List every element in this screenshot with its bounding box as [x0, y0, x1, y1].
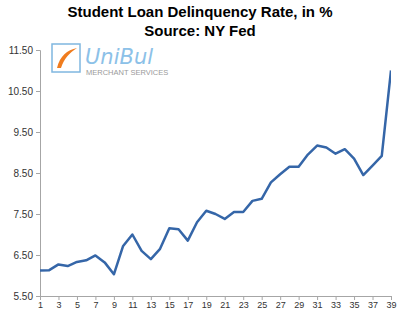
- x-tick: 39: [386, 296, 396, 310]
- x-tick-mark: [373, 296, 374, 300]
- y-tick: 8.50: [14, 168, 40, 179]
- y-tick-label: 7.50: [14, 209, 34, 220]
- x-tick-mark: [262, 296, 263, 300]
- x-tick: 13: [146, 296, 156, 310]
- x-tick-label: 29: [294, 300, 304, 310]
- x-tick: 37: [368, 296, 378, 310]
- x-axis: 13579111315171921232527293133353739: [38, 296, 397, 310]
- y-tick: 11.50: [9, 45, 40, 56]
- x-tick-label: 9: [112, 300, 117, 310]
- x-tick-mark: [58, 296, 59, 300]
- x-tick: 9: [112, 296, 117, 310]
- x-tick-mark: [151, 296, 152, 300]
- y-tick-label: 10.50: [8, 86, 33, 97]
- logo-box: [52, 44, 80, 72]
- x-tick: 29: [294, 296, 304, 310]
- x-tick-label: 25: [257, 300, 267, 310]
- x-tick-label: 1: [38, 300, 43, 310]
- y-tick-mark: [36, 255, 40, 256]
- x-tick-label: 11: [128, 300, 137, 310]
- x-tick-label: 27: [276, 300, 286, 310]
- x-tick-mark: [391, 296, 392, 300]
- y-tick-label: 5.50: [14, 291, 34, 302]
- x-tick-mark: [336, 296, 337, 300]
- y-axis-line: [36, 51, 41, 297]
- x-tick-label: 17: [183, 300, 193, 310]
- x-tick: 31: [313, 296, 323, 310]
- logo-tagline: MERCHANT SERVICES: [86, 68, 168, 77]
- x-tick: 17: [183, 296, 193, 310]
- x-tick-mark: [188, 296, 189, 300]
- x-tick-mark: [114, 296, 115, 300]
- y-tick-label: 9.50: [14, 127, 34, 138]
- y-tick-mark: [36, 91, 40, 92]
- x-tick-mark: [169, 296, 170, 300]
- x-tick-mark: [132, 296, 133, 300]
- x-tick-mark: [317, 296, 318, 300]
- chart: Student Loan Delinquency Rate, in % Sourc…: [0, 0, 400, 316]
- title: Student Loan Delinquency Rate, in %: [67, 3, 332, 20]
- y-tick-mark: [36, 214, 40, 215]
- y-tick-mark: [36, 296, 40, 297]
- x-tick-label: 7: [93, 300, 98, 310]
- y-tick: 9.50: [14, 127, 40, 138]
- y-tick: 10.50: [8, 86, 40, 97]
- data-line: [40, 71, 391, 275]
- x-tick-mark: [280, 296, 281, 300]
- y-tick-label: 8.50: [14, 168, 34, 179]
- x-tick-label: 5: [75, 300, 80, 310]
- x-tick: 25: [257, 296, 267, 310]
- x-tick: 15: [165, 296, 175, 310]
- x-tick-label: 37: [368, 300, 378, 310]
- x-tick: 21: [220, 296, 230, 310]
- y-tick: 7.50: [14, 209, 40, 220]
- x-tick: 27: [276, 296, 286, 310]
- x-tick-label: 21: [220, 300, 230, 310]
- x-tick-mark: [354, 296, 355, 300]
- x-tick-mark: [95, 296, 96, 300]
- x-tick: 11: [128, 296, 137, 310]
- logo: UniBulMERCHANT SERVICES: [52, 44, 168, 77]
- x-tick-label: 39: [386, 300, 396, 310]
- x-tick-mark: [243, 296, 244, 300]
- series: [40, 71, 391, 275]
- x-tick-label: 33: [331, 300, 341, 310]
- y-axis: 5.50 6.50 7.50 8.50 9.50 10.50 11.50: [8, 45, 41, 302]
- x-tick-label: 19: [202, 300, 212, 310]
- x-tick-label: 31: [313, 300, 323, 310]
- x-tick: 23: [239, 296, 249, 310]
- y-tick: 6.50: [14, 250, 40, 261]
- x-tick-mark: [206, 296, 207, 300]
- y-tick: 5.50: [14, 291, 40, 302]
- y-tick-label: 6.50: [14, 250, 34, 261]
- x-tick-mark: [299, 296, 300, 300]
- y-tick-mark: [36, 132, 40, 133]
- x-tick-label: 35: [350, 300, 360, 310]
- x-tick-mark: [77, 296, 78, 300]
- logo-swoosh: [57, 48, 77, 68]
- x-tick-mark: [40, 296, 41, 300]
- y-tick-mark: [36, 173, 40, 174]
- x-tick: 35: [350, 296, 360, 310]
- plot: 5.506.507.508.509.5010.5011.501357911131…: [8, 45, 397, 311]
- x-tick: 3: [56, 296, 61, 310]
- x-tick: 19: [202, 296, 212, 310]
- logo-name: UniBul: [85, 45, 153, 69]
- x-tick: 7: [93, 296, 98, 310]
- subtitle: Source: NY Fed: [144, 22, 255, 39]
- x-tick-mark: [225, 296, 226, 300]
- x-tick-label: 3: [56, 300, 61, 310]
- x-tick: 5: [75, 296, 80, 310]
- x-tick: 33: [331, 296, 341, 310]
- x-tick-label: 15: [165, 300, 175, 310]
- x-tick-label: 13: [146, 300, 156, 310]
- y-tick-mark: [36, 50, 40, 51]
- x-tick-label: 23: [239, 300, 249, 310]
- x-tick: 1: [38, 296, 43, 310]
- y-tick-label: 11.50: [9, 45, 34, 56]
